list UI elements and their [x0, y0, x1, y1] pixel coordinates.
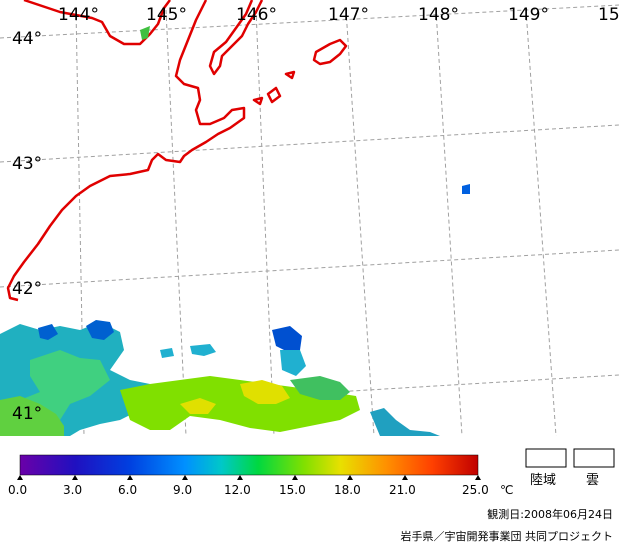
sst-patch-se — [370, 408, 440, 436]
hokkaido-coastline — [6, 0, 246, 302]
kunashir-coastline — [208, 0, 264, 76]
lon-line-144 — [75, 9, 85, 437]
credit-line: 岩手県／宇宙開発事業団 共同プロジェクト — [400, 530, 614, 543]
colorbar-tick-marker — [17, 475, 23, 480]
sst-patch-green-right — [290, 376, 350, 400]
sst-patches — [0, 26, 470, 436]
lon-line-148 — [435, 9, 463, 437]
colorbar-tick-marker — [347, 475, 353, 480]
lon-label-144: 144° — [58, 5, 99, 25]
colorbar-gradient — [19, 454, 479, 476]
colorbar-tick-label: 21.0 — [389, 483, 416, 497]
sst-patch-sw-green — [0, 396, 64, 436]
longitude-labels: 144° 145° 146° 147° 148° 149° 15 — [58, 5, 619, 25]
lon-label-150: 15 — [598, 5, 619, 25]
lon-line-145 — [165, 9, 187, 437]
lon-line-149 — [525, 9, 557, 437]
sst-patch-blue-center — [272, 326, 302, 352]
colorbar-tick-label: 25.0 — [462, 483, 489, 497]
sst-patch-blue-north — [38, 320, 114, 340]
lon-label-145: 145° — [146, 5, 187, 25]
sst-patch-cyan-center — [160, 344, 306, 376]
cloud-legend-swatch — [573, 448, 615, 468]
colorbar-tick-marker — [72, 475, 78, 480]
colorbar-tick-label: 3.0 — [63, 483, 82, 497]
sst-patch-nw-shore — [140, 26, 150, 40]
lon-label-148: 148° — [418, 5, 459, 25]
lon-line-146 — [255, 9, 275, 437]
colorbar-tick-marker — [475, 475, 481, 480]
lon-label-147: 147° — [328, 5, 369, 25]
lat-label-44: 44° — [12, 29, 42, 49]
cloud-legend-label: 雲 — [586, 473, 599, 488]
land-legend-swatch — [525, 448, 567, 468]
colorbar-tick-marker — [127, 475, 133, 480]
colorbar-unit: ℃ — [500, 483, 513, 497]
latitude-labels: 44° 43° 42° 41° — [12, 29, 42, 424]
lon-label-146: 146° — [236, 5, 277, 25]
shikotan-coastline — [312, 38, 348, 66]
colorbar-tick-label: 0.0 — [8, 483, 27, 497]
colorbar-tick-marker — [182, 475, 188, 480]
colorbar-tick-label: 12.0 — [224, 483, 251, 497]
colorbar-tick-label: 9.0 — [173, 483, 192, 497]
sst-patch-east-small — [462, 184, 470, 194]
land-legend-label: 陸域 — [530, 472, 556, 488]
observation-date: 観測日:2008年06月24日 — [487, 508, 613, 521]
lat-line-42 — [0, 249, 619, 288]
colorbar-tick-marker — [237, 475, 243, 480]
colorbar-ticks — [17, 475, 481, 480]
lon-label-149: 149° — [508, 5, 549, 25]
sst-patch-yellow — [180, 380, 290, 414]
lat-label-43: 43° — [12, 154, 42, 174]
colorbar-tick-label: 18.0 — [334, 483, 361, 497]
colorbar-tick-marker — [402, 475, 408, 480]
legend: 陸域 雲 — [525, 448, 615, 488]
lon-line-147 — [345, 9, 375, 437]
lat-label-41: 41° — [12, 404, 42, 424]
lat-line-43 — [0, 124, 619, 163]
colorbar-tick-label: 6.0 — [118, 483, 137, 497]
coastline — [6, 0, 348, 302]
colorbar-tick-marker — [292, 475, 298, 480]
lat-label-42: 42° — [12, 279, 42, 299]
colorbar-tick-labels: 0.0 3.0 6.0 9.0 12.0 15.0 18.0 21.0 25.0… — [8, 483, 513, 497]
colorbar-tick-label: 15.0 — [279, 483, 306, 497]
habomai-islands — [252, 70, 296, 106]
colorbar: 0.0 3.0 6.0 9.0 12.0 15.0 18.0 21.0 25.0… — [8, 454, 513, 497]
lat-line-44 — [0, 4, 619, 39]
